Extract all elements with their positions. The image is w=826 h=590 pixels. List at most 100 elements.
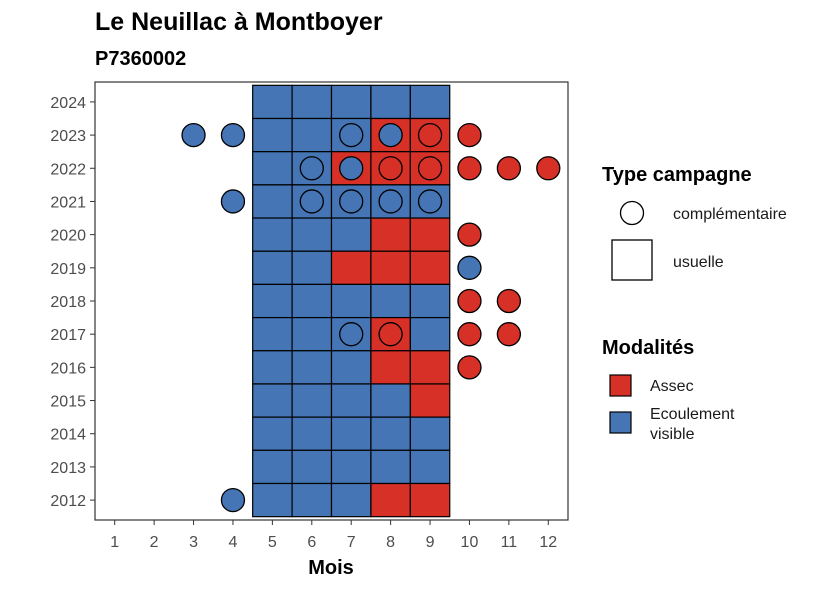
tile-2013-8	[370, 449, 411, 485]
point-2022-9	[417, 156, 443, 181]
tile-2024-6	[291, 84, 333, 120]
tile-2012-6	[291, 482, 333, 518]
tile-2017-6	[291, 316, 333, 352]
legend-label-ecoulement-line-1: Ecoulement	[650, 406, 735, 423]
tile-2023-5	[252, 117, 293, 153]
point-2023-4	[220, 122, 246, 148]
tile-2013-6	[291, 449, 333, 485]
x-tick-label-10: 10	[461, 534, 479, 551]
point-2023-9	[417, 122, 443, 148]
point-2022-10	[457, 156, 482, 181]
point-2017-10	[457, 322, 482, 347]
x-tick-label-3: 3	[189, 534, 198, 551]
x-tick-label-2: 2	[150, 534, 159, 551]
point-2023-10	[457, 122, 482, 148]
point-2018-10	[457, 288, 482, 314]
square-icon	[611, 239, 653, 281]
point-2021-9	[417, 189, 443, 214]
x-tick-label-6: 6	[307, 534, 316, 551]
point-2017-11	[496, 322, 522, 347]
x-tick-label-8: 8	[386, 534, 395, 551]
tile-2015-8	[370, 383, 411, 418]
y-axis: 2012 2013 2014 2015 2016 2017 2018 2019 2020 2021…	[50, 95, 95, 510]
legend-label-complementaire: complémentaire	[673, 206, 787, 223]
tile-2013-5	[252, 449, 293, 485]
x-tick-label-7: 7	[347, 534, 356, 551]
point-2019-10	[457, 255, 482, 280]
tile-2019-6	[291, 250, 333, 286]
x-tick-label-5: 5	[268, 534, 277, 551]
legend-label-assec: Assec	[650, 378, 694, 395]
tile-2018-9	[409, 283, 451, 319]
x-tick-label-4: 4	[229, 534, 238, 551]
y-tick-label-2012: 2012	[50, 493, 86, 510]
tile-2014-5	[252, 416, 293, 451]
point-2021-7	[339, 189, 364, 214]
point-2022-6	[299, 156, 324, 181]
point-2021-6	[299, 189, 324, 214]
x-axis-title: Mois	[308, 557, 354, 579]
legend-label-usuelle: usuelle	[673, 254, 724, 271]
point-2021-8	[378, 189, 403, 214]
tile-2015-7	[330, 383, 372, 418]
point-2023-7	[339, 122, 364, 148]
legend-type-campagne: Type campagne complémentaire usuelle	[602, 164, 787, 281]
x-axis: 1 2 3 4 5 6 7 8 9 10 11 12	[110, 520, 557, 551]
tile-2024-9	[409, 84, 451, 120]
x-tick-label-9: 9	[426, 534, 435, 551]
tile-2018-8	[370, 283, 411, 319]
x-tick-label-12: 12	[539, 534, 557, 551]
legend-modalites-title: Modalités	[602, 337, 694, 359]
tile-2018-6	[291, 283, 333, 319]
tile-2012-5	[252, 482, 293, 518]
tile-2018-7	[330, 283, 372, 319]
tile-2024-7	[330, 84, 372, 120]
tile-2014-7	[330, 416, 372, 451]
point-2020-10	[457, 222, 482, 247]
tile-2024-8	[370, 84, 411, 120]
y-tick-label-2022: 2022	[50, 161, 86, 178]
point-2022-8	[378, 156, 403, 181]
tile-2017-5	[252, 316, 293, 352]
tile-2021-5	[252, 184, 293, 219]
tile-2020-8	[370, 217, 411, 252]
x-tick-label-1: 1	[110, 534, 119, 551]
tile-2014-6	[291, 416, 333, 451]
tile-2016-5	[252, 350, 293, 385]
tile-2013-9	[409, 449, 451, 485]
tile-2015-5	[252, 383, 293, 418]
y-tick-label-2014: 2014	[50, 427, 86, 444]
chart-subtitle: P7360002	[95, 48, 186, 70]
tile-2020-7	[330, 217, 372, 252]
tile-2016-6	[291, 350, 333, 385]
tile-2016-8	[370, 350, 411, 385]
y-tick-label-2021: 2021	[50, 194, 86, 211]
y-tick-label-2024: 2024	[50, 95, 86, 112]
point-2023-3	[181, 122, 206, 148]
tile-2015-9	[409, 383, 451, 418]
point-2022-11	[496, 156, 522, 181]
y-tick-label-2018: 2018	[50, 294, 86, 311]
tile-2014-9	[409, 416, 451, 451]
tile-2022-5	[252, 151, 293, 186]
y-tick-label-2015: 2015	[50, 394, 86, 411]
tile-2019-8	[370, 250, 411, 286]
y-tick-label-2017: 2017	[50, 327, 86, 344]
point-2017-7	[339, 322, 364, 347]
legend-swatch-assec	[609, 374, 632, 397]
legend-type-title: Type campagne	[602, 164, 752, 186]
tile-2019-5	[252, 250, 293, 286]
tile-2024-5	[252, 84, 293, 120]
point-2023-8	[378, 122, 403, 148]
point-2016-10	[457, 355, 482, 380]
tile-2023-6	[291, 117, 333, 153]
point-2021-4	[220, 189, 246, 214]
tile-2020-5	[252, 217, 293, 252]
x-tick-label-11: 11	[501, 534, 518, 551]
point-2022-12	[536, 156, 561, 181]
tile-2013-7	[330, 449, 372, 485]
tile-2012-8	[370, 482, 411, 518]
legend-modalites: Modalités Assec Ecoulement visible	[602, 337, 735, 443]
y-tick-label-2016: 2016	[50, 360, 86, 377]
y-tick-label-2013: 2013	[50, 460, 86, 477]
